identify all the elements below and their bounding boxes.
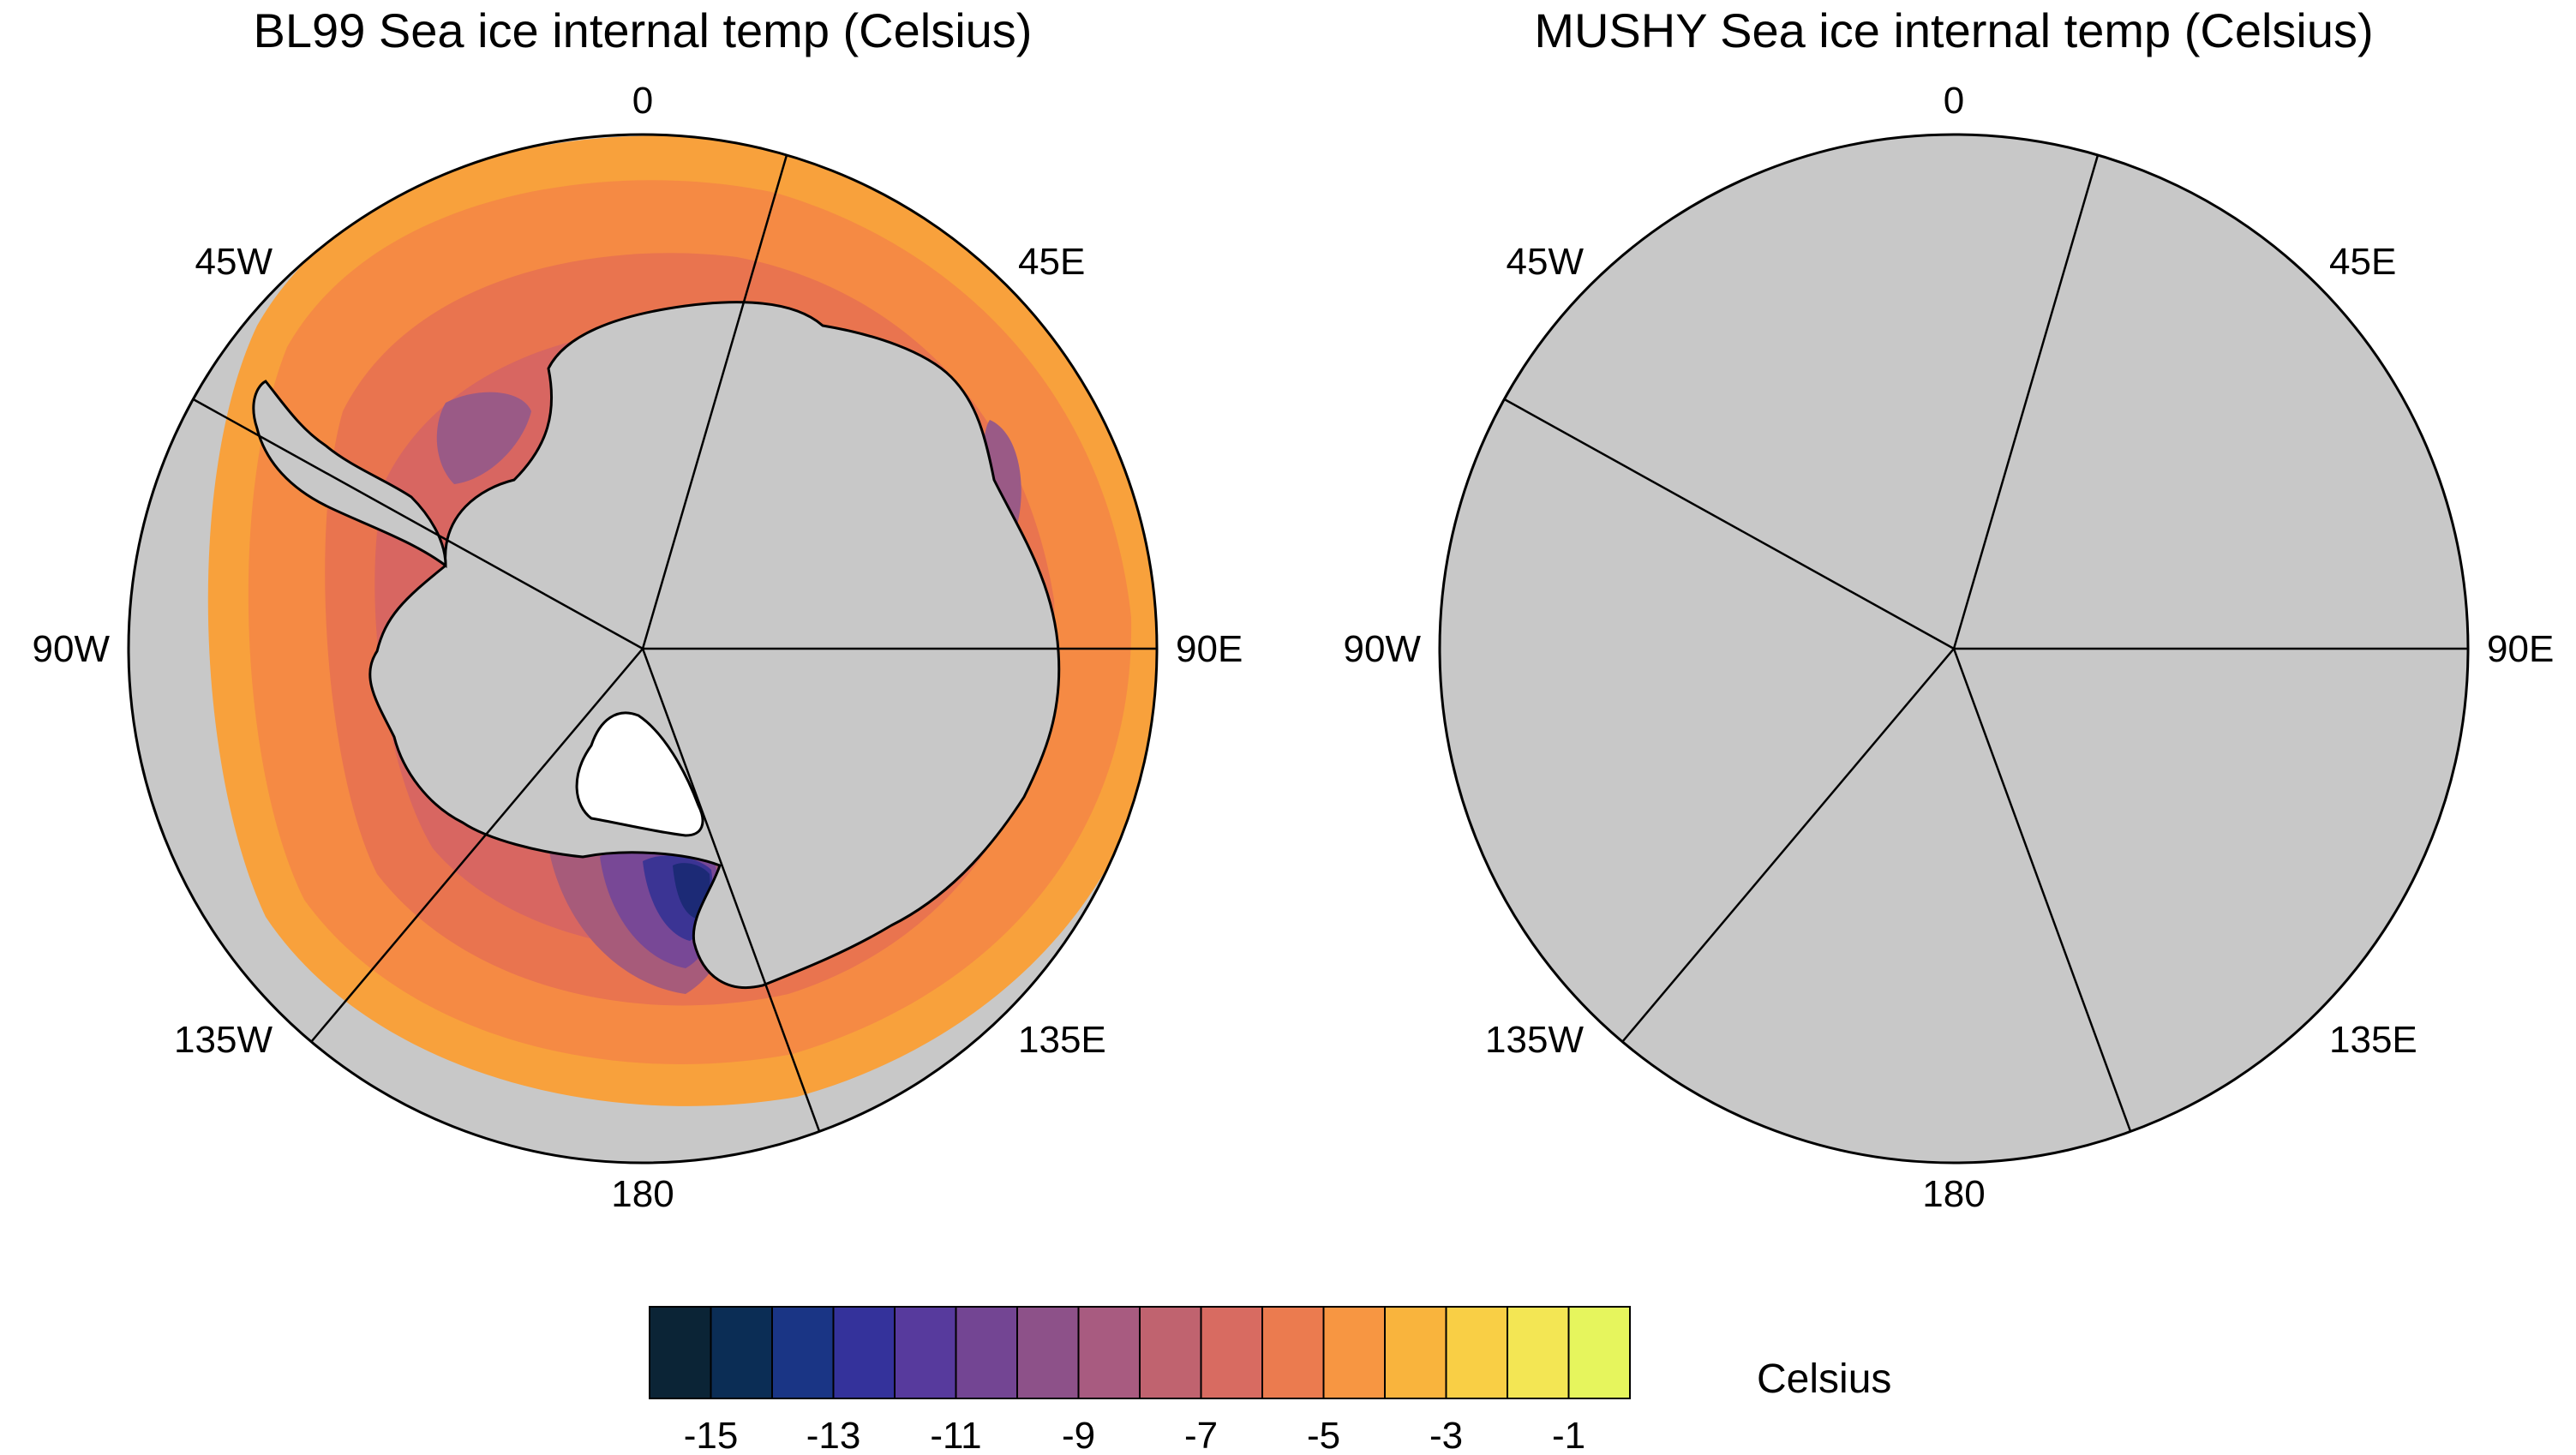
polar-map — [127, 133, 1159, 1165]
lon-label-45e: 45E — [1018, 241, 1085, 283]
colorbar: -15 -13 -11 -9 -7 -5 -3 -1 Celsius — [649, 1306, 1891, 1455]
lon-label-135e: 135E — [2329, 1019, 2417, 1061]
colorbar-unit-label: Celsius — [1757, 1356, 1891, 1402]
map-border — [127, 133, 1159, 1165]
colorbar-cell — [1261, 1306, 1325, 1399]
colorbar-tick-label: -3 — [1429, 1415, 1463, 1455]
panel-title: MUSHY Sea ice internal temp (Celsius) — [1534, 3, 2373, 57]
lon-label-90e: 90E — [1176, 628, 1243, 670]
colorbar-cell — [1016, 1306, 1080, 1399]
colorbar-cell — [1384, 1306, 1447, 1399]
colorbar-tick-label: -13 — [806, 1415, 861, 1455]
antarctic-peninsula — [252, 380, 447, 569]
polar-map — [1438, 133, 2470, 1165]
colorbar-cell — [771, 1306, 835, 1399]
lon-label-135w: 135W — [174, 1019, 273, 1061]
colorbar-cell — [1200, 1306, 1263, 1399]
lon-label-45e: 45E — [2329, 241, 2396, 283]
colorbar-cells — [649, 1306, 1631, 1399]
sea-ice-field — [207, 135, 1157, 1106]
ross-ice-shelf — [575, 711, 704, 837]
colorbar-cell — [1322, 1306, 1386, 1399]
colorbar-tick-label: -7 — [1184, 1415, 1218, 1455]
lon-label-135e: 135E — [1018, 1019, 1106, 1061]
colorbar-ticks: -15 -13 -11 -9 -7 -5 -3 -1 — [684, 1415, 1585, 1455]
lon-label-45w: 45W — [1507, 241, 1585, 283]
panel-bl99: BL99 Sea ice internal temp (Celsius) — [33, 3, 1243, 1215]
meridian-135e — [1621, 648, 1955, 1043]
panel-mushy: MUSHY Sea ice internal temp (Celsius) — [1344, 3, 2555, 1215]
lon-label-0: 0 — [632, 80, 653, 122]
colorbar-cell — [1567, 1306, 1631, 1399]
meridian-180 — [1501, 396, 1955, 650]
colorbar-cell — [1139, 1306, 1202, 1399]
lon-label-45w: 45W — [195, 241, 273, 283]
colorbar-tick-label: -9 — [1062, 1415, 1095, 1455]
colorbar-tick-label: -1 — [1552, 1415, 1585, 1455]
meridians — [189, 154, 1157, 1132]
colorbar-cell — [955, 1306, 1018, 1399]
longitude-labels: 0 45E 90E 135E 180 135W 90W 45W — [33, 80, 1243, 1215]
lon-label-0: 0 — [1944, 80, 1964, 122]
meridian-135e — [310, 648, 644, 1043]
meridian-180 — [189, 396, 644, 650]
colorbar-cell — [1077, 1306, 1141, 1399]
colorbar-cell — [649, 1306, 712, 1399]
colorbar-tick-label: -11 — [930, 1415, 981, 1455]
colorbar-cell — [710, 1306, 773, 1399]
lon-label-90e: 90E — [2487, 628, 2554, 670]
colorbar-tick-label: -15 — [684, 1415, 739, 1455]
meridians — [1501, 154, 2468, 1132]
panel-title: BL99 Sea ice internal temp (Celsius) — [254, 3, 1033, 57]
colorbar-cell — [832, 1306, 896, 1399]
meridian-90e — [1952, 648, 2132, 1132]
colorbar-cell — [894, 1306, 957, 1399]
lon-label-90w: 90W — [1344, 628, 1422, 670]
colorbar-cell — [1507, 1306, 1570, 1399]
lon-label-90w: 90W — [33, 628, 111, 670]
lon-label-180: 180 — [1922, 1173, 1985, 1215]
meridian-90e — [641, 648, 821, 1132]
longitude-labels: 0 45E 90E 135E 180 135W 90W 45W — [1344, 80, 2555, 1215]
antarctica-land — [368, 301, 1061, 990]
meridian-0-180 — [1952, 154, 2100, 650]
map-border — [1438, 133, 2470, 1165]
colorbar-tick-label: -5 — [1307, 1415, 1340, 1455]
lon-label-135w: 135W — [1485, 1019, 1584, 1061]
meridian-0-180 — [641, 154, 788, 650]
side-accent-west — [436, 392, 531, 484]
lon-label-180: 180 — [611, 1173, 674, 1215]
colorbar-cell — [1445, 1306, 1508, 1399]
